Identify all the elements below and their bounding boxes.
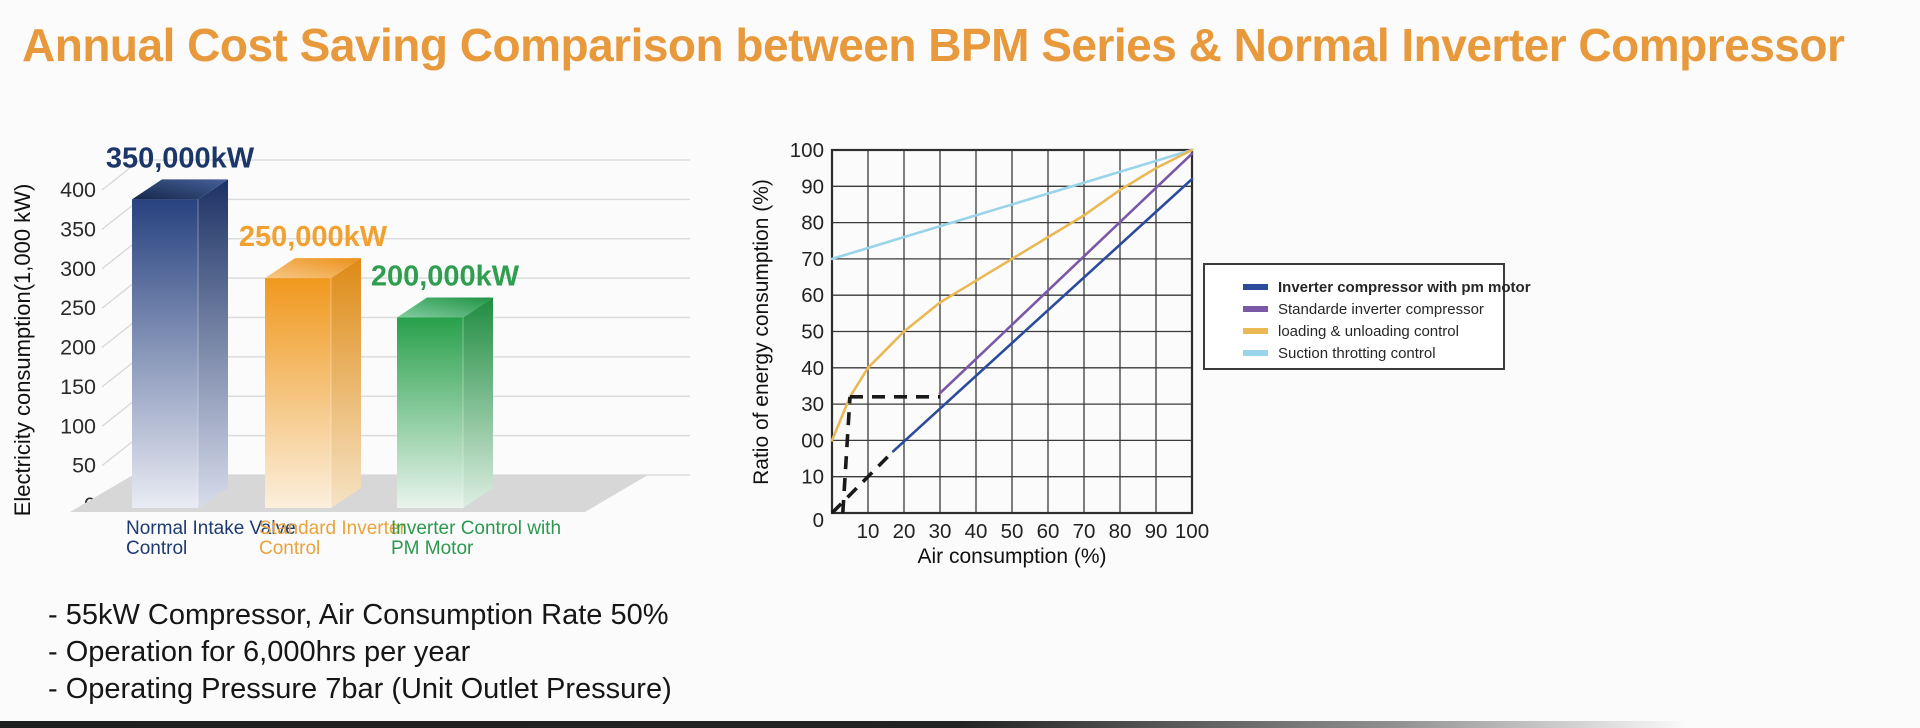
legend-swatch	[1243, 306, 1268, 312]
legend-swatch	[1243, 350, 1268, 356]
svg-text:400: 400	[60, 178, 96, 202]
svg-text:0: 0	[813, 509, 824, 532]
legend-label: loading & unloading control	[1278, 322, 1459, 340]
svg-text:80: 80	[801, 212, 824, 235]
svg-text:20: 20	[893, 520, 916, 543]
legend-label: Standarde inverter compressor	[1278, 300, 1484, 318]
svg-text:10: 10	[857, 520, 880, 543]
svg-text:Air consumption (%): Air consumption (%)	[917, 545, 1106, 568]
svg-text:70: 70	[1073, 520, 1096, 543]
svg-text:00: 00	[801, 429, 824, 452]
svg-text:Ratio of energy consumption (%: Ratio of energy consumption (%)	[750, 179, 773, 485]
svg-text:80: 80	[1109, 520, 1132, 543]
svg-text:40: 40	[801, 357, 824, 380]
svg-text:50: 50	[1001, 520, 1024, 543]
svg-text:100: 100	[60, 414, 96, 438]
svg-text:30: 30	[929, 520, 952, 543]
bottom-edge-bar	[0, 721, 1740, 728]
bar-chart-canvas: 050100150200250300350400Electricity cons…	[10, 142, 690, 559]
legend-label: Suction throtting control	[1278, 344, 1436, 362]
svg-text:250,000kW: 250,000kW	[239, 221, 388, 253]
legend-item: Inverter compressor with pm motor	[1243, 276, 1531, 298]
note-line: - 55kW Compressor, Air Consumption Rate …	[48, 599, 669, 631]
svg-text:90: 90	[801, 175, 824, 198]
svg-text:50: 50	[72, 454, 96, 478]
svg-text:90: 90	[1145, 520, 1168, 543]
svg-text:70: 70	[801, 248, 824, 271]
legend-item: Standarde inverter compressor	[1243, 298, 1503, 320]
legend-item: loading & unloading control	[1243, 320, 1503, 342]
note-line: - Operating Pressure 7bar (Unit Outlet P…	[48, 673, 672, 705]
svg-text:30: 30	[801, 393, 824, 416]
svg-text:200,000kW: 200,000kW	[371, 261, 520, 293]
svg-text:100: 100	[790, 139, 824, 162]
svg-text:350,000kW: 350,000kW	[106, 142, 255, 174]
svg-text:60: 60	[801, 284, 824, 307]
svg-text:200: 200	[60, 336, 96, 360]
legend-item: Suction throtting control	[1243, 342, 1503, 364]
legend-swatch	[1243, 328, 1268, 334]
page-title: Annual Cost Saving Comparison between BP…	[22, 19, 1845, 71]
svg-text:60: 60	[1037, 520, 1060, 543]
notes: - 55kW Compressor, Air Consumption Rate …	[48, 597, 672, 708]
svg-text:40: 40	[965, 520, 988, 543]
svg-text:250: 250	[60, 296, 96, 320]
legend-label: Inverter compressor with pm motor	[1278, 278, 1531, 296]
line-chart: 10 00 30 40 50 60 70 80 90 100 0 10 20 30 40 50 60 70 80 90…	[700, 95, 1260, 595]
svg-text:10: 10	[801, 466, 824, 489]
note-line: - Operation for 6,000hrs per year	[48, 636, 471, 668]
chart-legend: Inverter compressor with pm motor Standar…	[1203, 263, 1531, 370]
bar-chart: 050100150200250300350400Electricity cons…	[0, 95, 700, 575]
legend-swatch	[1243, 284, 1268, 290]
svg-text:100: 100	[1175, 520, 1209, 543]
svg-text:350: 350	[60, 217, 96, 241]
svg-text:50: 50	[801, 321, 824, 344]
svg-text:300: 300	[60, 257, 96, 281]
svg-text:150: 150	[60, 375, 96, 399]
svg-text:Electricity consumption(1,000: Electricity consumption(1,000 kW)	[10, 184, 35, 517]
